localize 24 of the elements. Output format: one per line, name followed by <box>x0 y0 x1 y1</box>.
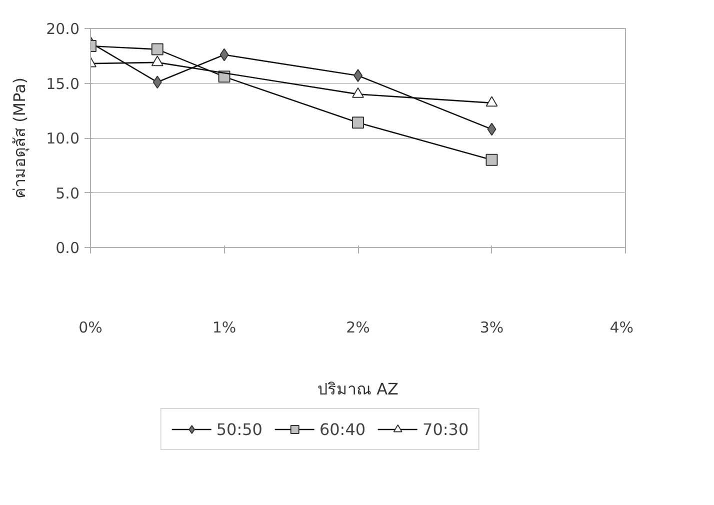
y-tick-label: 10.0 <box>46 130 80 148</box>
point <box>220 48 229 62</box>
y-tick-label: 0.0 <box>56 239 80 257</box>
point <box>486 96 498 107</box>
point <box>486 154 498 166</box>
x-tick-label: 2% <box>346 318 370 336</box>
x-axis-title: ปริมาณ AZ <box>318 380 399 398</box>
legend-label: 70:30 <box>422 420 469 438</box>
legend-label: 50:50 <box>216 420 262 438</box>
y-axis-title: ค่ามอดุลัส (MPa) <box>10 77 30 199</box>
x-tick-label: 0% <box>78 318 102 336</box>
y-tick-label: 20.0 <box>46 20 80 38</box>
point <box>352 116 364 129</box>
x-tick-label: 1% <box>212 318 236 336</box>
legend-label: 60:40 <box>319 420 366 438</box>
x-tick-label: 4% <box>610 318 634 336</box>
point <box>151 56 164 66</box>
y-tick-label: 15.0 <box>46 74 80 93</box>
point <box>151 43 164 56</box>
point <box>487 122 496 136</box>
y-tick-label: 5.0 <box>56 184 80 202</box>
x-tick-label: 3% <box>480 318 504 336</box>
point <box>352 87 364 98</box>
point <box>152 76 162 89</box>
